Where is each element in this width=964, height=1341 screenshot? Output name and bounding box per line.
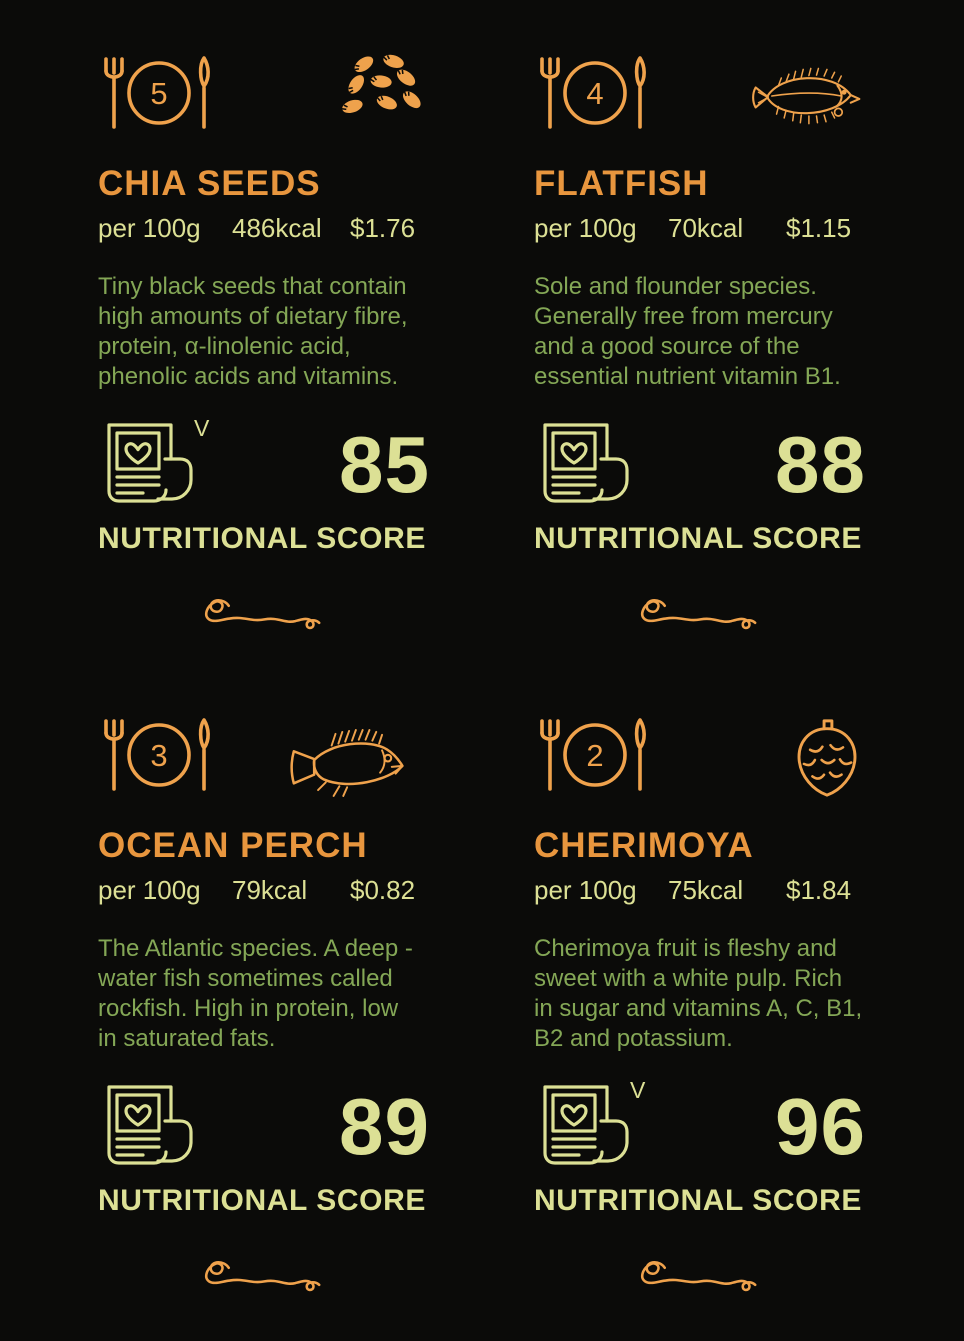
serving-size: per 100g [98, 875, 201, 905]
rank-number: 2 [586, 738, 603, 773]
place-setting-rank-icon: 2 [540, 718, 646, 791]
food-card-chia-seeds: 5 CHIA SEEDS per 10 [98, 52, 430, 638]
score-value: 85 [339, 420, 430, 509]
score-label: NUTRITIONAL SCORE [534, 522, 862, 555]
place-setting-rank-icon: 5 [104, 56, 210, 129]
item-title: FLATFISH [534, 164, 709, 203]
food-card-cherimoya: 2 [534, 714, 866, 1300]
rank-number: 3 [150, 738, 167, 773]
score-value: 96 [775, 1082, 866, 1171]
card-header: 3 [98, 714, 430, 800]
chia-seeds-icon [341, 54, 421, 114]
item-description: Cherimoya fruit is fleshy and sweet with… [534, 935, 863, 1052]
score-icon-wrap: V [534, 1077, 646, 1173]
veg-mark: V [630, 1077, 646, 1103]
flourish-divider-icon [205, 599, 321, 630]
serving-size: per 100g [98, 213, 201, 243]
flourish-divider-icon [641, 599, 757, 630]
rank-number: 5 [150, 76, 167, 111]
score-row: V 96 [534, 1077, 866, 1174]
cherimoya-icon [797, 719, 857, 797]
food-card-flatfish: 4 FLATFI [534, 52, 866, 638]
score-label: NUTRITIONAL SCORE [98, 522, 426, 555]
item-title: OCEAN PERCH [98, 826, 368, 865]
ocean-perch-icon [290, 729, 404, 797]
nutrition-report-icon [543, 1085, 629, 1165]
calories: 75kcal [668, 875, 744, 905]
score-label: NUTRITIONAL SCORE [98, 1184, 426, 1217]
score-value: 88 [775, 420, 866, 509]
score-row: 88 [534, 418, 866, 512]
price: $1.84 [786, 875, 852, 905]
score-row: 89 [98, 1080, 430, 1174]
item-title: CHERIMOYA [534, 826, 754, 865]
flourish-divider-icon [205, 1261, 321, 1292]
card-header: 5 [98, 52, 430, 138]
calories: 79kcal [232, 875, 308, 905]
score-label: NUTRITIONAL SCORE [534, 1184, 862, 1217]
place-setting-rank-icon: 3 [104, 718, 210, 791]
card-header: 2 [534, 714, 866, 800]
score-row: V 85 [98, 415, 430, 512]
price: $1.76 [350, 213, 416, 243]
serving-size: per 100g [534, 213, 637, 243]
rank-number: 4 [586, 76, 603, 111]
score-icon-wrap [534, 419, 646, 511]
price: $0.82 [350, 875, 416, 905]
item-description: The Atlantic species. A deep - water fis… [98, 935, 413, 1052]
item-stats: per 100g 79kcal $0.82 [98, 875, 430, 906]
price: $1.15 [786, 213, 852, 243]
serving-size: per 100g [534, 875, 637, 905]
item-description: Tiny black seeds that contain high amoun… [98, 273, 408, 390]
place-setting-rank-icon: 4 [540, 56, 646, 129]
food-card-ocean-perch: 3 OCEAN PERCH per 100g 7 [98, 714, 430, 1300]
item-title: CHIA SEEDS [98, 164, 321, 203]
item-stats: per 100g 75kcal $1.84 [534, 875, 866, 906]
item-stats: per 100g 486kcal $1.76 [98, 213, 430, 244]
score-icon-wrap [98, 1081, 210, 1173]
card-header: 4 [534, 52, 866, 138]
flatfish-icon [752, 67, 861, 125]
flourish-divider-icon [641, 1261, 757, 1292]
calories: 486kcal [232, 213, 322, 243]
cards-grid: 5 CHIA SEEDS per 10 [98, 52, 866, 1300]
score-value: 89 [339, 1082, 430, 1171]
item-description: Sole and flounder species. Generally fre… [534, 273, 841, 390]
nutrition-report-icon [107, 1085, 193, 1165]
nutrition-report-icon [543, 423, 629, 503]
item-stats: per 100g 70kcal $1.15 [534, 213, 866, 244]
veg-mark: V [194, 415, 210, 441]
nutrition-report-icon [107, 423, 193, 503]
calories: 70kcal [668, 213, 744, 243]
score-icon-wrap: V [98, 415, 210, 511]
